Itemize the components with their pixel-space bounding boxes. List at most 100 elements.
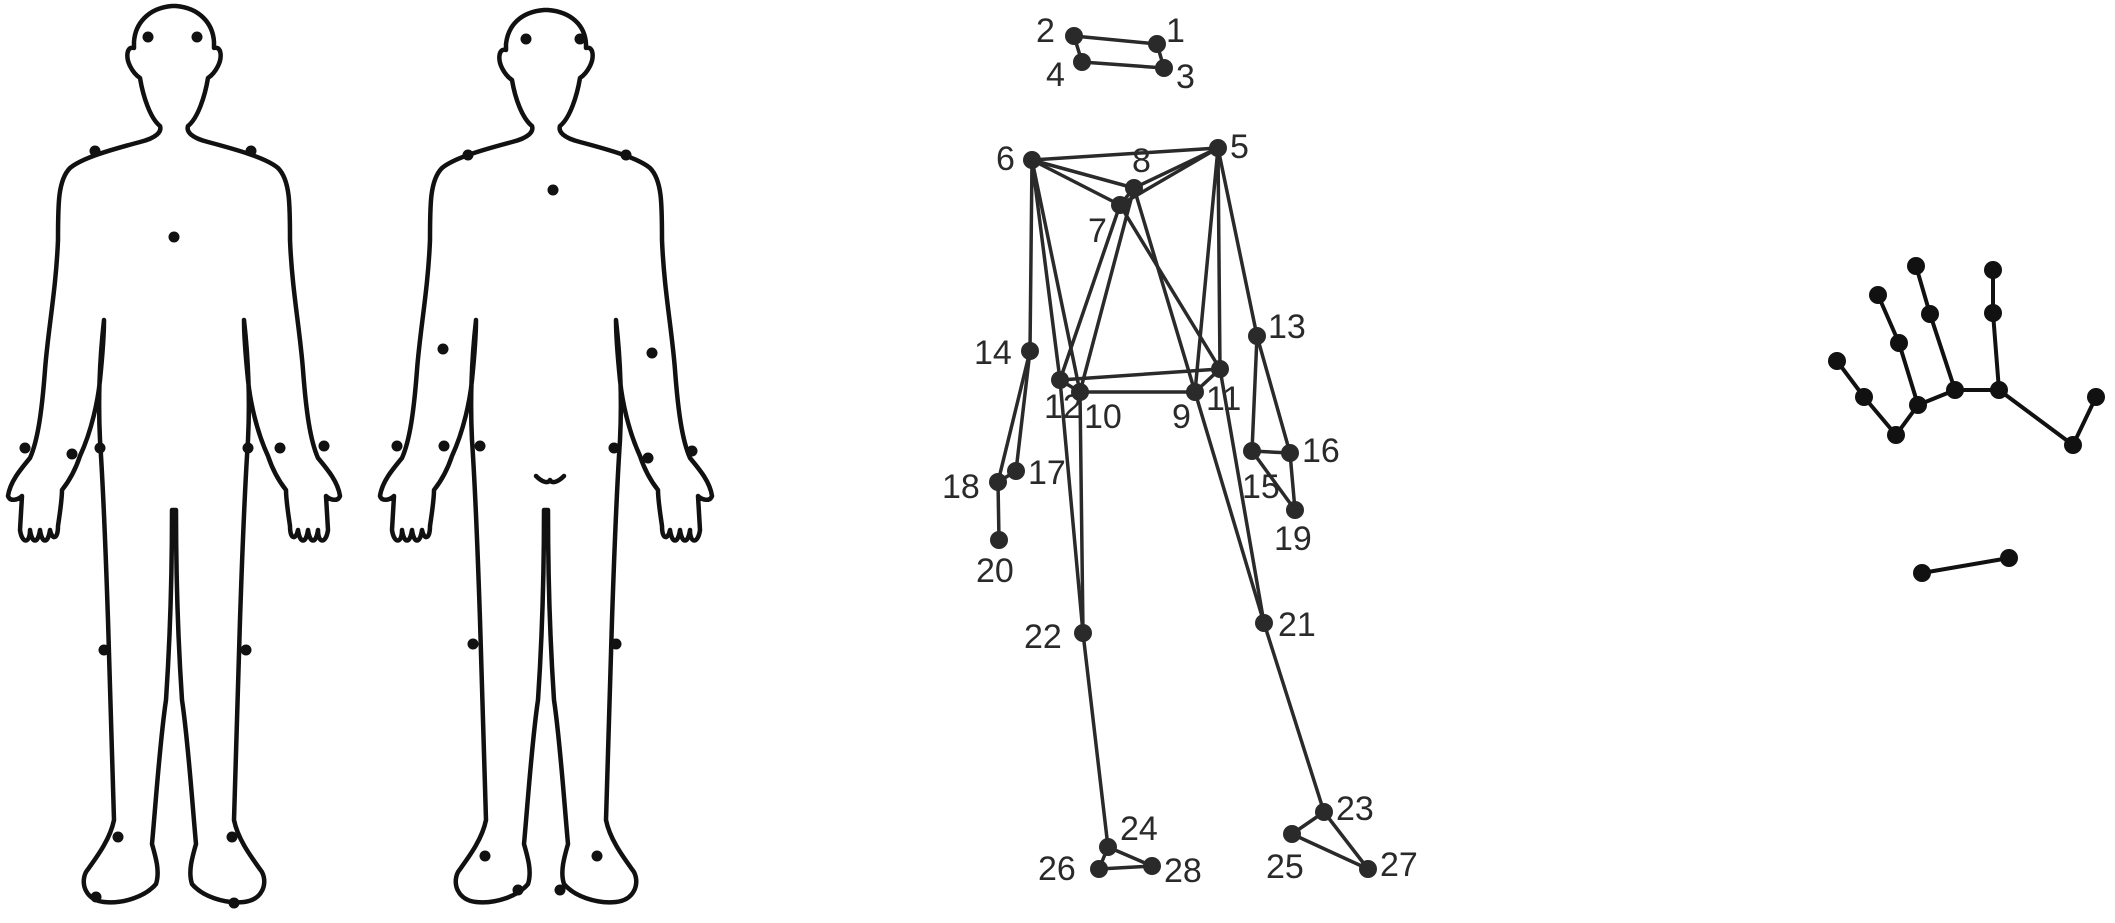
body-back-marker xyxy=(391,440,403,452)
body-back-marker xyxy=(467,638,479,650)
skeleton-edge xyxy=(1058,203,1122,382)
skeleton-joint-19 xyxy=(1286,501,1304,519)
skeleton-edge xyxy=(1262,621,1326,814)
skeleton-joint-8 xyxy=(1125,179,1143,197)
body-back-marker xyxy=(462,149,474,161)
hand-keypoint xyxy=(1887,426,1905,444)
skeleton-edge xyxy=(1072,34,1159,46)
hand-keypoint xyxy=(1946,381,1964,399)
skeleton-joint-label-10: 10 xyxy=(1084,398,1122,436)
skeleton-joint-label-7: 7 xyxy=(1088,212,1107,250)
skeleton-joint-10 xyxy=(1071,383,1089,401)
skeleton-joint-21 xyxy=(1255,614,1273,632)
skeleton-joint-label-26: 26 xyxy=(1038,850,1076,888)
body-front-marker xyxy=(245,145,257,157)
body-front-marker xyxy=(228,897,240,909)
skeleton-joint-5 xyxy=(1209,139,1227,157)
body-front-marker xyxy=(226,831,238,843)
skeleton-edge xyxy=(1255,334,1292,455)
skeleton-joint-label-20: 20 xyxy=(976,552,1014,590)
hand-keypoint xyxy=(1890,334,1908,352)
body-back-marker xyxy=(610,638,622,650)
body-front-outline xyxy=(5,3,343,905)
hand-extra-keypoint xyxy=(1913,564,1931,582)
hand-keypoint xyxy=(1921,305,1939,323)
body-back-marker xyxy=(512,884,524,896)
skeleton-joint-label-6: 6 xyxy=(996,140,1015,178)
body-front-marker xyxy=(94,442,106,454)
skeleton-edge xyxy=(1014,349,1032,473)
skeleton-joint-28 xyxy=(1143,857,1161,875)
body-back-marker xyxy=(547,184,559,196)
skeleton-joint-label-22: 22 xyxy=(1024,618,1062,656)
hand-extra-keypoint xyxy=(2000,549,2018,567)
skeleton-joint-9 xyxy=(1186,383,1204,401)
skeleton-joint-4 xyxy=(1073,53,1091,71)
skeleton-edge xyxy=(1250,449,1297,512)
skeleton-edge xyxy=(1030,158,1082,394)
skeleton-edge xyxy=(1028,158,1034,353)
skeleton-joint-label-3: 3 xyxy=(1176,58,1195,96)
body-back-marker xyxy=(438,440,450,452)
skeleton-joint-1 xyxy=(1148,35,1166,53)
skeleton-joint-label-1: 1 xyxy=(1166,12,1185,50)
skeleton-joint-label-21: 21 xyxy=(1278,606,1316,644)
skeleton-edge xyxy=(1081,631,1110,849)
body-front-marker xyxy=(90,891,102,903)
skeleton-joint-14 xyxy=(1021,342,1039,360)
skeleton-joint-label-12: 12 xyxy=(1044,388,1082,426)
hand-bone xyxy=(1991,311,2001,392)
body-back-marker xyxy=(591,850,603,862)
hand-keypoint xyxy=(1828,352,1846,370)
body-front-figure xyxy=(5,3,343,909)
skeleton-joint-26 xyxy=(1090,860,1108,878)
skeleton-edge xyxy=(1193,390,1266,625)
body-back-marker xyxy=(479,850,491,862)
skeleton-joint-label-5: 5 xyxy=(1230,128,1249,166)
hand-keypoint xyxy=(1909,396,1927,414)
skeleton-edge xyxy=(1322,810,1370,871)
skeleton-joint-17 xyxy=(1007,462,1025,480)
skeleton-joint-label-25: 25 xyxy=(1266,848,1304,886)
skeleton-joint-18 xyxy=(989,473,1007,491)
hand-keypoint xyxy=(1907,257,1925,275)
skeleton-joint-25 xyxy=(1283,825,1301,843)
skeleton-joint-23 xyxy=(1315,803,1333,821)
body-front-marker xyxy=(112,831,124,843)
body-front-marker xyxy=(274,442,286,454)
hand-bone xyxy=(1928,312,1957,392)
skeleton-joint-22 xyxy=(1074,624,1092,642)
skeleton-joint-label-15: 15 xyxy=(1242,468,1280,506)
gluteal-cleft-line xyxy=(533,473,567,485)
skeleton-joint-label-9: 9 xyxy=(1172,398,1191,436)
skeleton-joint-label-24: 24 xyxy=(1120,810,1158,848)
body-front-marker xyxy=(89,145,101,157)
skeleton-joint-label-13: 13 xyxy=(1268,308,1306,346)
skeleton-joint-label-23: 23 xyxy=(1336,790,1374,828)
skeleton-joint-16 xyxy=(1281,444,1299,462)
skeleton-joint-label-16: 16 xyxy=(1302,432,1340,470)
skeleton-joint-label-28: 28 xyxy=(1164,852,1202,890)
body-front-marker xyxy=(19,442,31,454)
hand-keypoint xyxy=(1869,286,1887,304)
skeleton-joint-label-18: 18 xyxy=(942,468,980,506)
skeleton-joint-3 xyxy=(1155,59,1173,77)
body-back-marker xyxy=(686,445,698,457)
skeleton-edge xyxy=(1030,158,1122,207)
body-front-marker xyxy=(66,448,78,460)
body-back-figure xyxy=(377,7,715,905)
hand-keypoint xyxy=(1984,304,2002,322)
body-back-marker xyxy=(646,347,658,359)
body-front-marker xyxy=(168,231,180,243)
skeleton-joint-12 xyxy=(1051,371,1069,389)
hand-keypoint xyxy=(1984,261,2002,279)
skeleton-edge xyxy=(1078,186,1136,394)
skeleton-edge xyxy=(1216,146,1222,371)
body-back-marker xyxy=(574,33,586,45)
skeleton-joint-11 xyxy=(1211,360,1229,378)
skeleton-joint-7 xyxy=(1111,196,1129,214)
body-front-marker xyxy=(242,442,254,454)
skeleton-edge xyxy=(1118,203,1222,371)
